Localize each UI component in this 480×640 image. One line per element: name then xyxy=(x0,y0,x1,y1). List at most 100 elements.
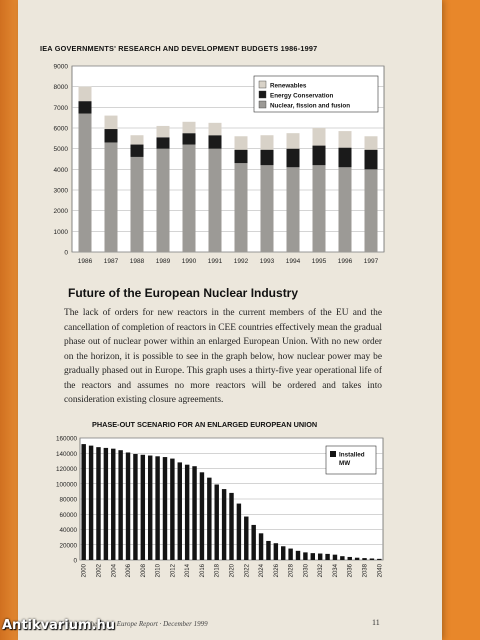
bar xyxy=(317,553,323,560)
bar-segment xyxy=(338,167,352,252)
bar-segment xyxy=(338,147,352,168)
rd-budget-chart: 0 1000 2000 3000 4000 5000 6000 7000 8000 9000 198… xyxy=(54,64,385,265)
bar-segment xyxy=(364,149,378,170)
legend-box xyxy=(325,445,377,475)
y-tick-label: 20000 xyxy=(59,542,77,549)
legend-swatch xyxy=(258,80,267,89)
bar-segment xyxy=(260,135,274,150)
y-tick-label: 2000 xyxy=(54,208,69,215)
bar xyxy=(118,450,123,560)
legend-label: Nuclear, fission and fusion xyxy=(270,103,350,110)
bar xyxy=(369,558,375,560)
bar xyxy=(140,454,146,560)
x-tick-label: 2004 xyxy=(111,563,117,577)
x-tick-label: 2000 xyxy=(82,563,88,577)
bar-segment xyxy=(130,135,144,145)
y-tick-label: 8000 xyxy=(54,84,69,91)
bar xyxy=(273,543,279,560)
y-tick-label: 0 xyxy=(64,250,68,257)
phase-out-chart: 0 20000 40000 60000 80000 100000 120000 140000 1… xyxy=(56,436,384,577)
bar-segment xyxy=(234,136,248,150)
x-tick-label: 2002 xyxy=(96,563,102,577)
legend-label-line2: MW xyxy=(339,460,350,467)
y-tick-label: 160000 xyxy=(56,436,78,443)
bar-segment xyxy=(78,86,92,102)
bar-segment xyxy=(78,101,92,114)
x-tick-label: 1989 xyxy=(156,258,171,265)
section-title: Future of the European Nuclear Industry xyxy=(68,286,299,300)
chart2-title: PHASE-OUT SCENARIO FOR AN ENLARGED EUROP… xyxy=(92,420,318,429)
x-tick-label: 1994 xyxy=(286,258,301,265)
x-tick-label: 2014 xyxy=(185,563,191,577)
bar-segment xyxy=(260,149,274,166)
x-tick-label: 1988 xyxy=(130,258,145,265)
bar-segment xyxy=(104,115,118,130)
x-tick-label: 1986 xyxy=(78,258,93,265)
bar xyxy=(221,489,227,560)
x-tick-label: 2028 xyxy=(289,563,295,577)
bar-segment xyxy=(182,121,196,134)
bar-segment xyxy=(312,128,326,146)
bar-segment xyxy=(104,142,118,252)
bar xyxy=(244,516,249,560)
x-tick-label: 2020 xyxy=(230,563,236,577)
bar xyxy=(133,454,138,560)
watermark: Antikvarium.hu xyxy=(2,618,115,633)
y-tick-label: 120000 xyxy=(56,466,78,473)
y-tick-label: 7000 xyxy=(54,105,69,112)
bar xyxy=(310,553,316,560)
y-tick-label: 5000 xyxy=(54,146,69,153)
bar-segment xyxy=(312,165,326,252)
bar-segment xyxy=(312,145,326,166)
x-tick-label: 1996 xyxy=(338,258,353,265)
x-tick-label: 2022 xyxy=(244,563,250,577)
x-tick-label: 1987 xyxy=(104,258,119,265)
x-tick-label: 2034 xyxy=(333,563,339,577)
bar xyxy=(184,464,190,560)
bar xyxy=(229,492,234,560)
bar-segment xyxy=(156,125,170,138)
x-tick-label: 1993 xyxy=(260,258,275,265)
y-tick-label: 60000 xyxy=(59,512,77,519)
bar xyxy=(377,558,382,560)
bar xyxy=(295,550,301,560)
bar xyxy=(125,452,131,560)
x-tick-label: 2030 xyxy=(303,563,309,577)
legend-swatch xyxy=(258,100,267,109)
bar-segment xyxy=(234,149,248,164)
bar-segment xyxy=(286,133,300,149)
x-tick-label: 2006 xyxy=(126,563,132,577)
x-tick-label: 1992 xyxy=(234,258,249,265)
bar xyxy=(155,456,160,560)
x-tick-label: 2024 xyxy=(259,563,265,577)
x-tick-label: 1990 xyxy=(182,258,197,265)
legend-label-line1: Installed xyxy=(339,452,365,459)
bar xyxy=(192,466,197,560)
bar xyxy=(81,444,86,560)
y-tick-label: 1000 xyxy=(54,229,69,236)
bar-segment xyxy=(130,156,144,252)
legend-swatch xyxy=(330,451,336,457)
bar xyxy=(170,458,175,560)
x-tick-label: 2026 xyxy=(274,563,280,577)
bar xyxy=(362,558,367,560)
bar xyxy=(354,557,360,560)
bar xyxy=(103,447,109,560)
bar xyxy=(236,503,242,560)
x-tick-label: 2018 xyxy=(215,563,221,577)
bar-segment xyxy=(130,144,144,157)
x-tick-label: 2032 xyxy=(318,563,324,577)
x-tick-label: 2008 xyxy=(141,563,147,577)
bar xyxy=(347,556,352,560)
bar xyxy=(88,445,94,560)
bar xyxy=(96,447,101,560)
bar xyxy=(214,484,219,560)
footer-text: Friends of the Earth Europe Report · Dec… xyxy=(58,620,208,628)
bar xyxy=(147,455,153,560)
bar-segment xyxy=(78,113,92,253)
x-tick-label: 1995 xyxy=(312,258,327,265)
x-tick-label: 2010 xyxy=(156,563,162,577)
bar xyxy=(281,546,286,560)
bar-segment xyxy=(156,137,170,149)
bar-segment xyxy=(208,122,222,136)
